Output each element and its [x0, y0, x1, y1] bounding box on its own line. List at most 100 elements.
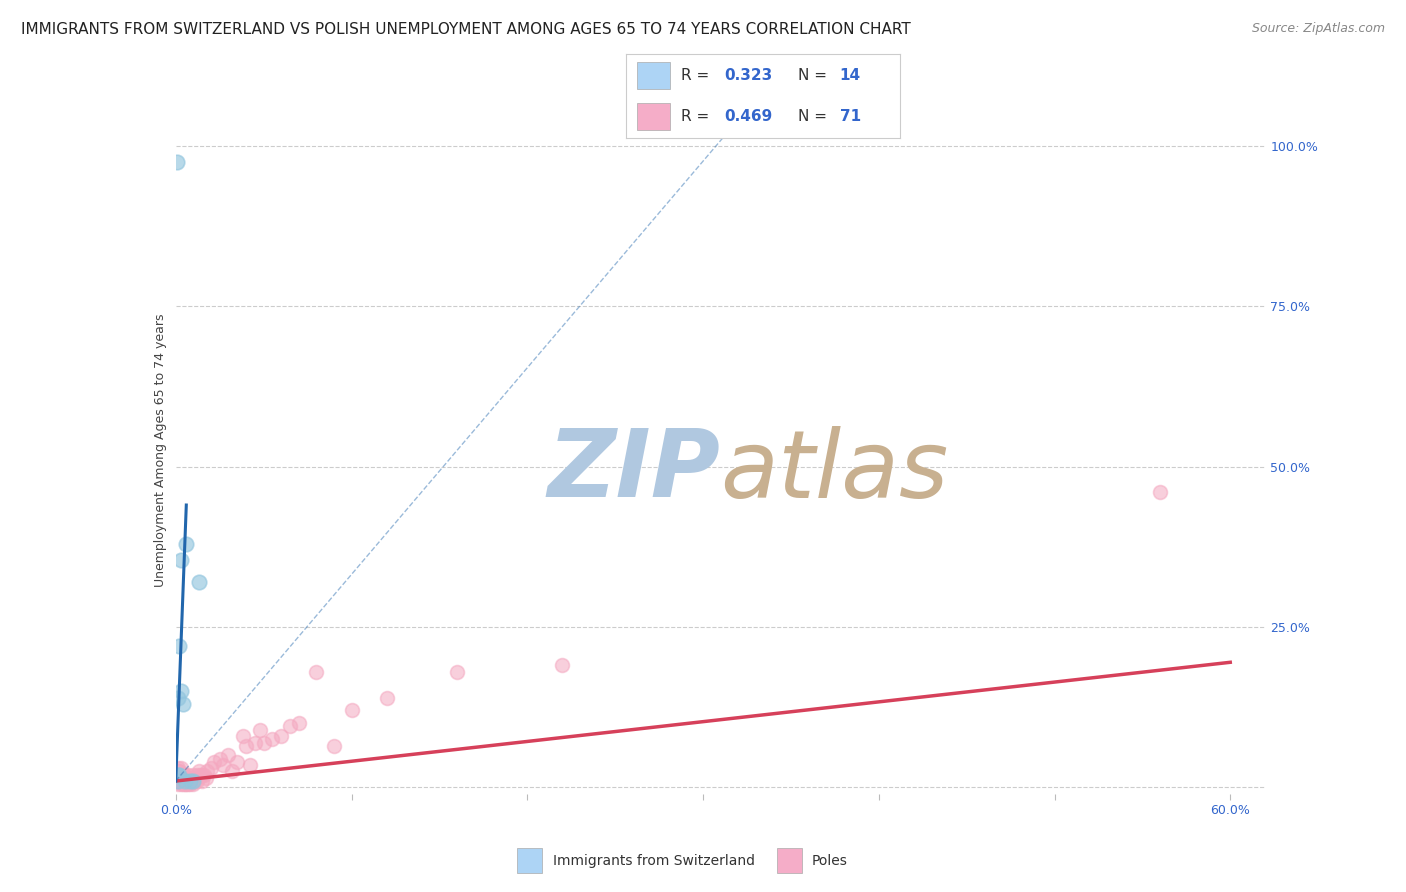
- Point: [170, 684, 193, 698]
- Point: [166, 764, 188, 779]
- Point: [172, 774, 194, 789]
- Point: [183, 767, 205, 781]
- Point: [166, 767, 188, 781]
- Point: [262, 732, 284, 747]
- Point: [270, 729, 292, 743]
- Point: [179, 774, 201, 789]
- Text: 0.469: 0.469: [724, 109, 773, 124]
- Point: [184, 774, 207, 789]
- Point: [166, 761, 188, 775]
- Point: [174, 771, 197, 785]
- Point: [204, 755, 226, 769]
- Point: [170, 552, 193, 566]
- Text: 71: 71: [839, 109, 860, 124]
- Bar: [637, 103, 669, 130]
- Point: [179, 777, 201, 791]
- Point: [167, 774, 190, 789]
- Bar: [637, 62, 669, 89]
- Point: [173, 774, 195, 789]
- Text: R =: R =: [681, 109, 714, 124]
- Point: [172, 777, 194, 791]
- Point: [166, 771, 188, 785]
- Point: [173, 777, 195, 791]
- Point: [170, 767, 193, 781]
- Point: [173, 767, 195, 781]
- Point: [195, 764, 219, 779]
- Point: [253, 735, 276, 749]
- Point: [551, 658, 574, 673]
- Point: [200, 761, 222, 775]
- Point: [177, 777, 200, 791]
- Point: [187, 575, 209, 590]
- Point: [1149, 485, 1171, 500]
- Point: [305, 665, 328, 679]
- Point: [184, 771, 207, 785]
- Point: [177, 767, 200, 781]
- Point: [169, 774, 191, 789]
- Point: [174, 777, 197, 791]
- Point: [179, 774, 201, 789]
- Point: [174, 536, 197, 550]
- Point: [177, 774, 200, 789]
- Point: [166, 774, 188, 789]
- Point: [239, 758, 262, 772]
- Point: [183, 774, 205, 789]
- Point: [183, 774, 205, 789]
- Point: [288, 716, 311, 731]
- Point: [191, 774, 214, 789]
- Text: IMMIGRANTS FROM SWITZERLAND VS POLISH UNEMPLOYMENT AMONG AGES 65 TO 74 YEARS COR: IMMIGRANTS FROM SWITZERLAND VS POLISH UN…: [21, 22, 911, 37]
- Point: [170, 771, 193, 785]
- Point: [243, 735, 266, 749]
- Point: [173, 774, 195, 789]
- Point: [170, 777, 193, 791]
- Text: ZIP: ZIP: [548, 425, 721, 517]
- Point: [170, 774, 193, 789]
- Point: [226, 755, 249, 769]
- Point: [186, 767, 208, 781]
- Point: [169, 767, 191, 781]
- Point: [172, 697, 194, 711]
- Point: [170, 761, 193, 775]
- Point: [169, 771, 191, 785]
- Point: [193, 767, 215, 781]
- Text: N =: N =: [799, 68, 832, 83]
- Point: [166, 767, 188, 781]
- Point: [231, 729, 254, 743]
- Point: [166, 154, 188, 169]
- Point: [375, 690, 398, 705]
- Point: [278, 719, 301, 733]
- Point: [217, 748, 239, 763]
- Text: Poles: Poles: [811, 854, 848, 868]
- Point: [446, 665, 468, 679]
- Point: [340, 703, 363, 717]
- Point: [174, 774, 197, 789]
- Point: [186, 774, 208, 789]
- Text: R =: R =: [681, 68, 714, 83]
- Point: [221, 764, 243, 779]
- Point: [172, 771, 194, 785]
- Point: [187, 764, 209, 779]
- Text: Source: ZipAtlas.com: Source: ZipAtlas.com: [1251, 22, 1385, 36]
- Point: [177, 771, 200, 785]
- Point: [166, 777, 188, 791]
- Point: [169, 767, 191, 781]
- Point: [235, 739, 257, 753]
- Point: [183, 777, 205, 791]
- Text: N =: N =: [799, 109, 832, 124]
- Point: [166, 690, 188, 705]
- Point: [169, 764, 191, 779]
- Point: [212, 758, 235, 772]
- Point: [169, 639, 191, 653]
- Text: Immigrants from Switzerland: Immigrants from Switzerland: [553, 854, 755, 868]
- Y-axis label: Unemployment Among Ages 65 to 74 years: Unemployment Among Ages 65 to 74 years: [155, 314, 167, 587]
- Point: [194, 771, 217, 785]
- Text: 14: 14: [839, 68, 860, 83]
- Point: [208, 751, 231, 765]
- Bar: [517, 848, 543, 873]
- Point: [249, 723, 271, 737]
- Point: [191, 767, 214, 781]
- Bar: [778, 848, 801, 873]
- Point: [180, 771, 202, 785]
- Point: [188, 767, 212, 781]
- Text: 0.323: 0.323: [724, 68, 773, 83]
